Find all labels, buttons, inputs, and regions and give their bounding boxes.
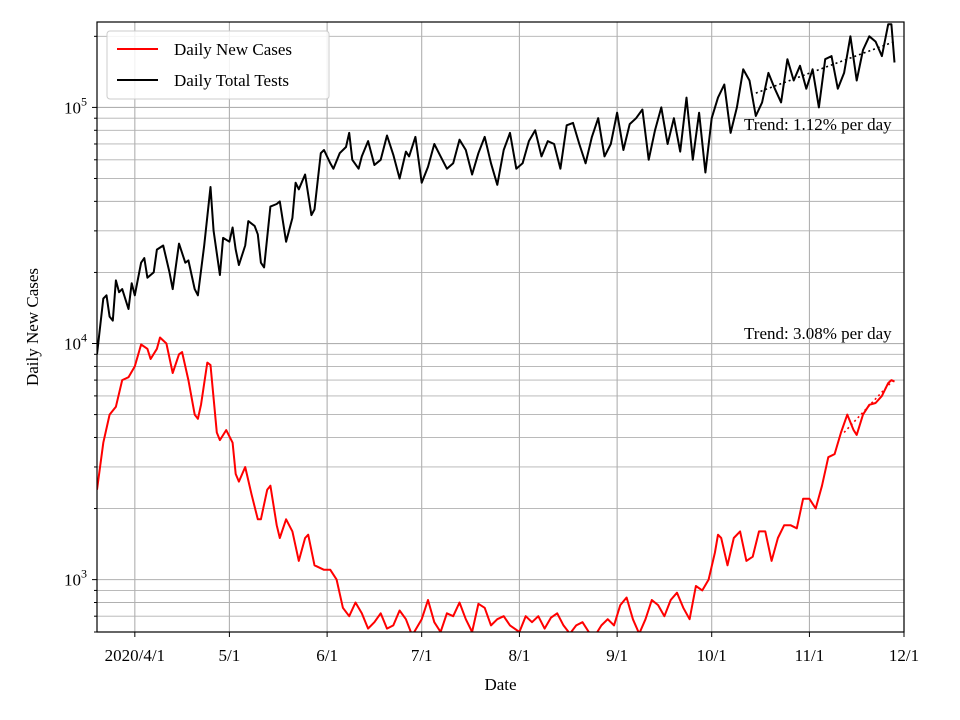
- y-axis: 103 104 105: [64, 35, 97, 633]
- legend-label: Daily New Cases: [174, 40, 292, 59]
- trend-annotation: Trend: 3.08% per day: [744, 324, 892, 343]
- daily-total-tests-line: [97, 23, 896, 355]
- x-tick-label: 7/1: [411, 646, 433, 665]
- x-tick-label: 6/1: [316, 646, 338, 665]
- x-tick-label: 8/1: [509, 646, 531, 665]
- x-axis-label: Date: [484, 675, 516, 694]
- x-tick-label: 10/1: [697, 646, 727, 665]
- y-tick-label: 104: [64, 331, 87, 354]
- trend-annotation: Trend: 1.12% per day: [744, 115, 892, 134]
- plot-frame: [96, 21, 905, 633]
- grid: [97, 22, 905, 633]
- x-tick-label: 2020/4/1: [105, 646, 165, 665]
- x-tick-label: 11/1: [795, 646, 825, 665]
- x-axis: 2020/4/1 5/1 6/1 7/1 8/1 9/1 10/1 11/1 12/1: [105, 632, 919, 665]
- y-axis-label: Daily New Cases: [23, 268, 42, 386]
- y-tick-label: 103: [64, 567, 87, 590]
- x-tick-label: 12/1: [889, 646, 919, 665]
- trend-line: [755, 40, 895, 94]
- legend: Daily New Cases Daily Total Tests: [106, 30, 330, 100]
- plot-area: [97, 23, 896, 632]
- trend-line: [843, 378, 896, 434]
- trend-annotations: Trend: 1.12% per day Trend: 3.08% per day: [744, 115, 892, 343]
- daily-new-cases-line: [97, 336, 895, 632]
- legend-box: [106, 30, 330, 100]
- x-tick-label: 5/1: [219, 646, 241, 665]
- y-tick-label: 105: [64, 94, 87, 117]
- legend-label: Daily Total Tests: [174, 71, 289, 90]
- x-tick-label: 9/1: [606, 646, 628, 665]
